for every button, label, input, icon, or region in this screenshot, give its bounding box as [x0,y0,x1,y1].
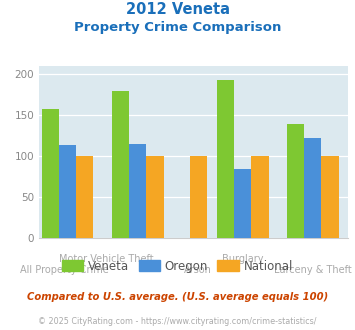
Text: Arson: Arson [184,265,212,275]
Text: Compared to U.S. average. (U.S. average equals 100): Compared to U.S. average. (U.S. average … [27,292,328,302]
Bar [251,156,269,238]
Bar [322,156,339,238]
Bar [234,169,251,238]
Bar [304,138,322,238]
Bar [59,145,76,238]
Bar [287,124,304,238]
Bar [217,80,234,238]
Text: Larceny & Theft: Larceny & Theft [274,265,352,275]
Bar [42,109,59,238]
Bar [190,156,207,238]
Bar [112,90,129,238]
Legend: Veneta, Oregon, National: Veneta, Oregon, National [58,255,297,278]
Bar [76,156,93,238]
Text: Property Crime Comparison: Property Crime Comparison [74,21,281,34]
Text: Motor Vehicle Theft: Motor Vehicle Theft [59,254,153,264]
Bar [146,156,164,238]
Text: © 2025 CityRating.com - https://www.cityrating.com/crime-statistics/: © 2025 CityRating.com - https://www.city… [38,317,317,326]
Text: 2012 Veneta: 2012 Veneta [126,2,229,16]
Text: Burglary: Burglary [222,254,263,264]
Bar [129,144,146,238]
Text: All Property Crime: All Property Crime [20,265,109,275]
